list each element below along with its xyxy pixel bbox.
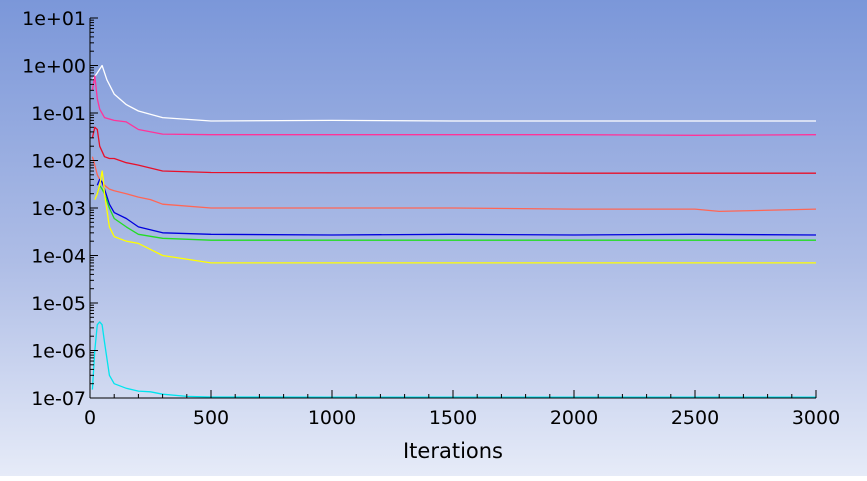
x-tick-label: 500 bbox=[193, 407, 229, 429]
x-tick-label: 2500 bbox=[671, 407, 719, 429]
x-tick-label: 0 bbox=[84, 407, 96, 429]
x-axis-title: Iterations bbox=[403, 439, 503, 463]
series-line-2 bbox=[91, 75, 817, 136]
axes-layer: 1e+01 1e+00 1e-01 1e-02 1e-03 1e-04 1e-05 1e-06… bbox=[22, 8, 840, 429]
series-line-5 bbox=[96, 178, 817, 236]
x-tick-label: 1500 bbox=[429, 407, 477, 429]
y-tick-label: 1e+01 bbox=[22, 8, 86, 30]
y-tick-label: 1e-06 bbox=[31, 341, 86, 363]
y-tick-label: 1e-02 bbox=[31, 151, 86, 173]
x-tick-label: 2000 bbox=[550, 407, 598, 429]
series-line-1 bbox=[91, 64, 816, 122]
x-tick-label: 3000 bbox=[792, 407, 840, 429]
y-tick-label: 1e-03 bbox=[31, 198, 86, 220]
series-line-4 bbox=[91, 156, 817, 213]
x-tick-label: 1000 bbox=[308, 407, 356, 429]
y-tick-label: 1e+00 bbox=[22, 56, 86, 78]
series-line-3 bbox=[91, 126, 816, 174]
series-line-7 bbox=[94, 170, 816, 264]
y-tick-label: 1e-07 bbox=[31, 388, 86, 410]
y-tick-label: 1e-05 bbox=[31, 293, 86, 315]
series-line-8 bbox=[91, 321, 816, 398]
series-line-6 bbox=[96, 184, 816, 241]
y-tick-label: 1e-01 bbox=[31, 103, 86, 125]
y-tick-label: 1e-04 bbox=[31, 246, 86, 268]
series-layer bbox=[91, 64, 817, 398]
